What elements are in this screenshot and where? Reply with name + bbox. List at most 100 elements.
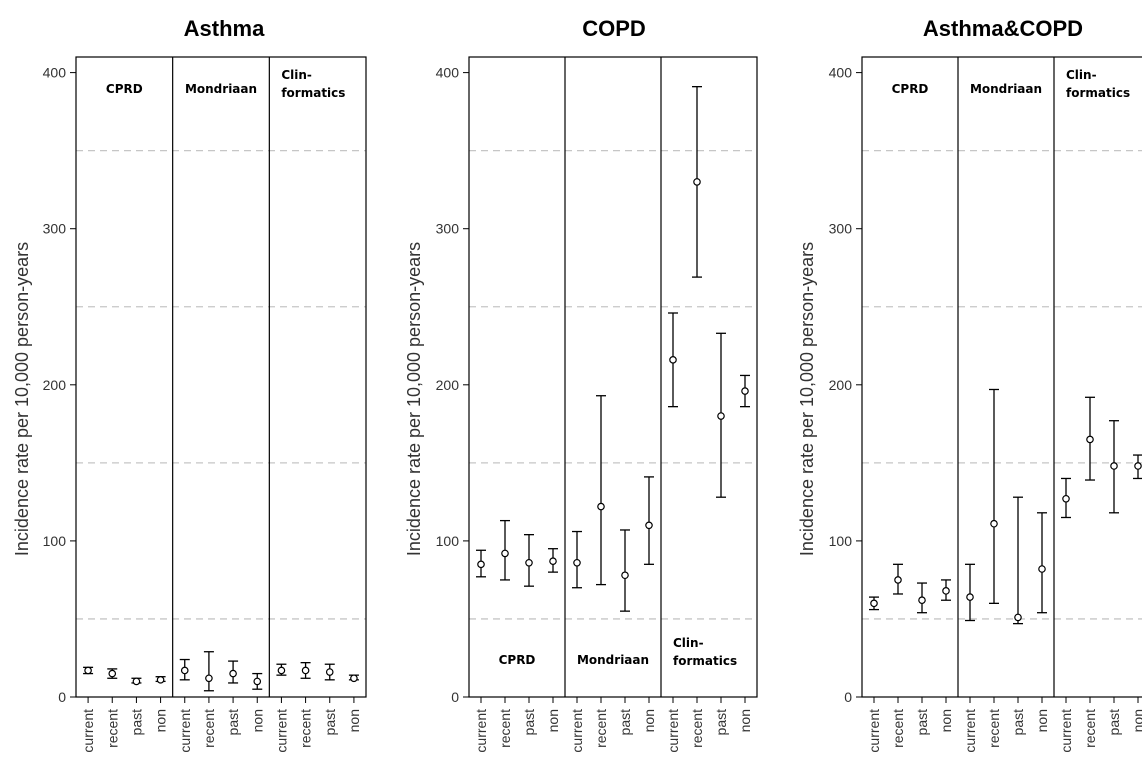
data-point (277, 666, 286, 675)
data-point (477, 560, 485, 569)
data-point (525, 558, 533, 567)
x-tick-label: recent (593, 709, 609, 748)
x-tick-label: non (153, 709, 169, 732)
data-point (156, 676, 165, 684)
data-point (84, 666, 92, 675)
data-point (918, 596, 926, 605)
source-label: Mondriaan (577, 653, 649, 667)
x-tick-label: past (1106, 709, 1122, 736)
x-tick-label: non (641, 709, 657, 732)
data-point (108, 669, 117, 678)
x-tick-label: current (866, 709, 882, 753)
x-tick-label: non (1130, 709, 1142, 732)
data-point (1014, 613, 1022, 622)
x-tick-label: recent (298, 709, 314, 748)
data-point (205, 674, 213, 683)
data-point (253, 677, 262, 686)
source-label: Mondriaan (185, 82, 257, 96)
y-tick-label: 0 (58, 689, 66, 705)
x-tick-label: past (914, 709, 930, 736)
source-label: CPRD (106, 82, 143, 96)
data-point (717, 412, 725, 420)
data-point (741, 387, 749, 395)
x-tick-label: current (1058, 709, 1074, 753)
y-axis-label: Incidence rate per 10,000 person-years (797, 242, 817, 556)
source-label: Clin- (281, 68, 312, 82)
x-tick-label: recent (497, 709, 513, 748)
data-point (1062, 494, 1070, 503)
x-tick-label: recent (1082, 709, 1098, 748)
x-tick-label: past (521, 709, 537, 736)
x-tick-label: current (473, 709, 489, 753)
data-point (621, 571, 629, 580)
x-tick-label: current (962, 709, 978, 753)
y-tick-label: 0 (451, 689, 459, 705)
x-tick-label: past (128, 709, 144, 736)
data-point (229, 669, 237, 678)
data-point (325, 668, 334, 676)
y-tick-label: 400 (43, 65, 67, 81)
x-tick-label: past (322, 709, 338, 736)
data-point (645, 521, 653, 530)
data-point (597, 502, 605, 511)
source-label: Mondriaan (970, 82, 1042, 96)
source-label: Clin- (673, 636, 704, 650)
y-tick-label: 0 (844, 689, 852, 705)
panel-title: Asthma (184, 16, 265, 41)
x-tick-label: non (938, 709, 954, 732)
x-tick-label: non (1034, 709, 1050, 732)
plot-frame (75, 56, 367, 698)
panel-title: COPD (582, 16, 646, 41)
chart-panel: Asthma Incidence rate per 10,000 person-y… (12, 16, 367, 753)
x-tick-label: non (346, 709, 362, 732)
y-tick-label: 100 (829, 533, 853, 549)
source-label: formatics (281, 86, 345, 100)
y-tick-label: 300 (829, 221, 853, 237)
x-tick-label: past (225, 709, 241, 736)
y-tick-label: 300 (43, 221, 67, 237)
x-tick-label: past (713, 709, 729, 736)
y-axis-label: Incidence rate per 10,000 person-years (404, 242, 424, 556)
chart-panel: COPD Incidence rate per 10,000 person-yea… (404, 16, 758, 753)
y-tick-label: 100 (436, 533, 460, 549)
data-point (180, 666, 189, 675)
data-point (549, 557, 557, 565)
x-tick-label: recent (104, 709, 120, 748)
data-point (501, 549, 509, 558)
source-label: Clin- (1066, 68, 1097, 82)
x-tick-label: recent (986, 709, 1002, 748)
y-axis-label: Incidence rate per 10,000 person-years (12, 242, 32, 556)
data-point (894, 576, 902, 584)
chart-panel: Asthma&COPD Incidence rate per 10,000 per… (797, 16, 1142, 753)
data-point (870, 599, 878, 608)
x-tick-label: current (80, 709, 96, 753)
data-point (990, 519, 998, 528)
x-tick-label: past (1010, 709, 1026, 736)
plot-frame (861, 56, 1142, 698)
source-label: CPRD (499, 653, 536, 667)
source-label: formatics (673, 654, 737, 668)
data-point (573, 558, 581, 567)
x-tick-label: current (177, 709, 193, 753)
data-point (1110, 462, 1118, 470)
data-point (301, 666, 310, 675)
data-point (132, 677, 141, 686)
x-tick-label: recent (890, 709, 906, 748)
x-tick-label: current (665, 709, 681, 753)
y-tick-label: 100 (43, 533, 67, 549)
y-tick-label: 200 (436, 377, 460, 393)
plot-frame (468, 56, 758, 698)
y-tick-label: 400 (436, 65, 460, 81)
x-tick-label: non (545, 709, 561, 732)
y-tick-label: 400 (829, 65, 853, 81)
data-point (942, 587, 950, 595)
x-tick-label: current (273, 709, 289, 753)
data-point (966, 593, 974, 601)
x-tick-label: current (569, 709, 585, 753)
data-point (1086, 435, 1094, 444)
x-tick-label: recent (689, 709, 705, 748)
y-tick-label: 300 (436, 221, 460, 237)
x-tick-label: non (249, 709, 265, 732)
x-tick-label: recent (201, 709, 217, 748)
